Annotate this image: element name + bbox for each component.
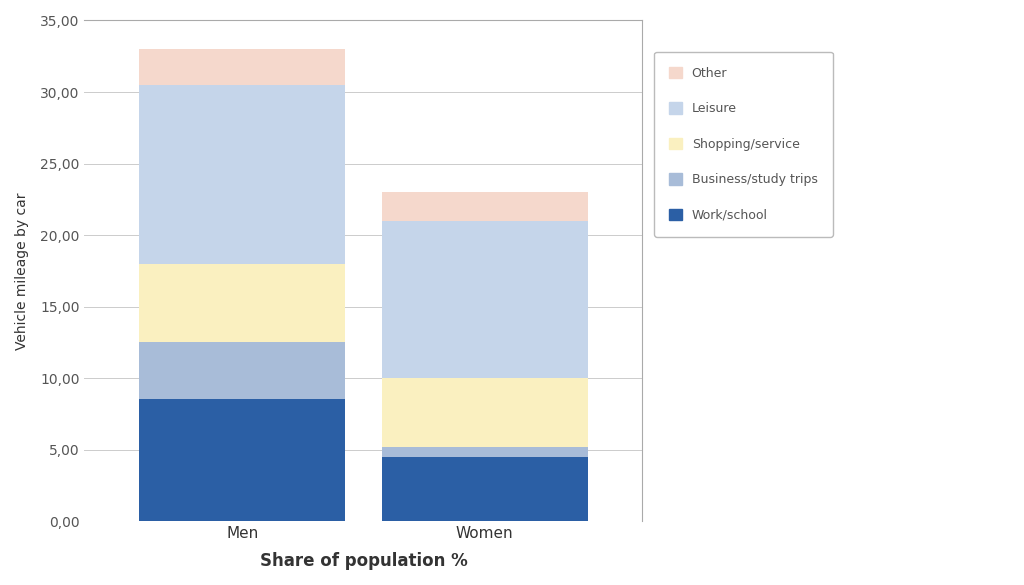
Bar xyxy=(382,192,588,221)
Bar xyxy=(139,264,345,342)
Bar xyxy=(139,85,345,264)
Bar xyxy=(139,400,345,521)
Legend: Other, Leisure, Shopping/service, Business/study trips, Work/school: Other, Leisure, Shopping/service, Busine… xyxy=(654,52,833,237)
Bar xyxy=(382,457,588,521)
X-axis label: Share of population %: Share of population % xyxy=(259,552,467,570)
Bar xyxy=(382,447,588,457)
Bar xyxy=(382,378,588,447)
Y-axis label: Vehicle mileage by car: Vehicle mileage by car xyxy=(15,192,29,349)
Bar xyxy=(139,342,345,400)
Bar xyxy=(382,221,588,378)
Bar xyxy=(139,49,345,85)
